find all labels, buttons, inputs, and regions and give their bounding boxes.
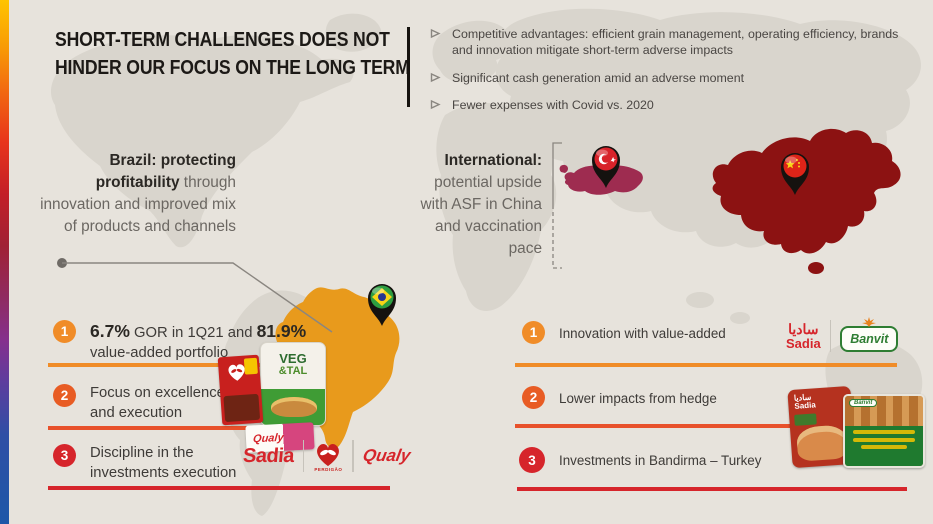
vegtal-label-2: &TAL <box>278 365 308 377</box>
banvit-logo: Banvit <box>840 317 899 352</box>
item-number-badge: 1 <box>522 321 545 344</box>
sadia-bag-latin: Sadia <box>794 400 817 412</box>
key-point-text: Significant cash generation amid an adve… <box>452 70 745 85</box>
separator-line <box>517 487 907 491</box>
china-map <box>712 128 901 274</box>
key-point-text: Competitive advantages: efficient grain … <box>452 27 899 58</box>
arrow-bullet-icon <box>430 100 441 110</box>
price-badge <box>243 357 258 375</box>
international-products-image: ساديا Sadia Banvit <box>787 382 930 470</box>
vegtal-product: VEG &TAL <box>260 342 326 426</box>
bag-food-photo <box>795 424 849 462</box>
international-brand-logos: ساديا Sadia Banvit <box>786 317 899 352</box>
perdigao-logo-text: PERDIGÃO <box>314 466 343 472</box>
brazil-heading-bold: Brazil: protecting profitability <box>95 152 236 191</box>
sadia-arabic-text: ساديا <box>788 321 819 337</box>
key-point-row: Competitive advantages: efficient grain … <box>430 26 916 59</box>
item-text: value-added portfolio <box>90 344 229 361</box>
item-text: GOR in 1Q21 and <box>129 325 257 341</box>
arrow-bullet-icon <box>430 72 441 82</box>
international-item-1-text: Innovation with value-added <box>559 326 726 341</box>
sadia-arabic-logo: ساديا Sadia <box>786 322 821 350</box>
international-list-item-1: 1 Innovation with value-added <box>522 321 782 344</box>
logo-divider <box>829 320 832 352</box>
china-pin-icon <box>781 153 809 195</box>
brazil-list-item-2: 2 Focus on excellence and execution <box>53 384 313 423</box>
sadia-latin-text: Sadia <box>786 336 821 351</box>
logo-divider <box>352 440 354 472</box>
slide-title: SHORT-TERM CHALLENGES DOES NOT HINDER OU… <box>55 28 410 80</box>
bullet-divider-line <box>407 27 410 107</box>
brazil-heading-rest: through innovation and improved mix of p… <box>40 173 236 235</box>
pack-text-line <box>853 438 915 442</box>
key-point-row: Fewer expenses with Covid vs. 2020 <box>430 97 916 113</box>
item-number-badge: 2 <box>522 386 545 409</box>
perdigao-logo: PERDIGÃO <box>313 441 343 472</box>
key-point-row: Significant cash generation amid an adve… <box>430 70 916 86</box>
vegtal-label: VEG <box>279 351 307 366</box>
gradient-accent-bar <box>0 0 9 524</box>
brazil-list-item-3: 3 Discipline in the investments executio… <box>53 444 313 483</box>
brazil-pin-icon <box>368 284 396 326</box>
separator-line <box>515 424 892 428</box>
turkey-pin-icon <box>592 146 620 188</box>
brazil-item-2-text: Focus on excellence and execution <box>90 385 225 421</box>
brazil-item-3-text: Discipline in the investments execution <box>90 445 237 481</box>
banvit-pack-product: Banvit <box>843 394 925 468</box>
stat-portfolio: 81.9% <box>256 321 307 341</box>
international-heading: International: potential upside with ASF… <box>418 150 542 259</box>
international-heading-bold: International: <box>444 152 542 169</box>
brazil-brand-logos: Sadia PERDIGÃO Qualy <box>242 440 412 472</box>
brazil-products-image: VEG &TAL Qualy <box>217 342 338 453</box>
item-number-badge: 2 <box>53 384 76 407</box>
separator-line <box>48 426 307 430</box>
banvit-crown-icon <box>862 317 877 327</box>
separator-line <box>515 363 897 367</box>
item-number-badge: 1 <box>53 320 76 343</box>
international-list-item-3: 3 Investments in Bandirma – Turkey <box>519 447 799 473</box>
perdigao-heart-icon <box>228 364 245 381</box>
arrow-bullet-icon <box>430 28 441 39</box>
separator-line <box>48 486 390 490</box>
item-number-badge: 3 <box>519 447 545 473</box>
qualy-logo: Qualy <box>361 446 412 465</box>
stat-gor: 6.7% <box>90 321 130 341</box>
sadia-logo: Sadia <box>242 444 295 467</box>
item-number-badge: 3 <box>53 444 76 467</box>
international-heading-rest: potential upside with ASF in China and v… <box>420 173 542 257</box>
bag-green-label <box>794 413 817 426</box>
brazil-heading: Brazil: protecting profitability through… <box>36 150 236 238</box>
pack-text-line <box>861 445 907 449</box>
pack-green-band <box>845 426 923 466</box>
perdigao-product <box>217 354 264 426</box>
banvit-pack-logo: Banvit <box>849 399 878 407</box>
pack-text-line <box>853 430 915 434</box>
logo-divider <box>302 440 305 472</box>
food-photo <box>223 393 261 423</box>
banvit-logo-text: Banvit <box>850 332 889 346</box>
key-point-text: Fewer expenses with Covid vs. 2020 <box>452 98 654 113</box>
international-item-2-text: Lower impacts from hedge <box>559 391 717 406</box>
perdigao-heart-icon <box>317 443 340 466</box>
separator-line <box>48 363 306 367</box>
international-list-item-2: 2 Lower impacts from hedge <box>522 386 782 409</box>
key-points-list: Competitive advantages: efficient grain … <box>430 26 916 125</box>
sandwich-image <box>271 397 317 417</box>
international-item-3-text: Investments in Bandirma – Turkey <box>559 453 762 468</box>
